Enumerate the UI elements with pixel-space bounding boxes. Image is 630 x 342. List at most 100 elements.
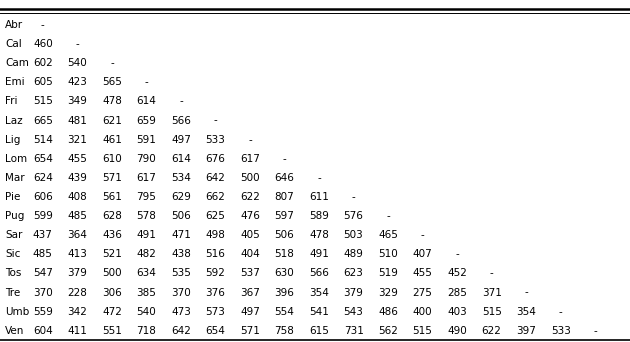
Text: Ven: Ven: [5, 326, 25, 336]
Text: -: -: [248, 135, 252, 145]
Text: 515: 515: [33, 96, 53, 106]
Text: 625: 625: [205, 211, 226, 221]
Text: -: -: [214, 116, 217, 126]
Text: Lig: Lig: [5, 135, 20, 145]
Text: 628: 628: [102, 211, 122, 221]
Text: 591: 591: [137, 135, 156, 145]
Text: 342: 342: [67, 307, 88, 317]
Text: -: -: [455, 249, 459, 259]
Text: Lom: Lom: [5, 154, 27, 164]
Text: 437: 437: [33, 230, 53, 240]
Text: 379: 379: [67, 268, 88, 278]
Text: 610: 610: [102, 154, 122, 164]
Text: 676: 676: [205, 154, 226, 164]
Text: 642: 642: [171, 326, 191, 336]
Text: Laz: Laz: [5, 116, 23, 126]
Text: 617: 617: [137, 173, 156, 183]
Text: 228: 228: [67, 288, 88, 298]
Text: 547: 547: [33, 268, 53, 278]
Text: 617: 617: [240, 154, 260, 164]
Text: 354: 354: [516, 307, 536, 317]
Text: 559: 559: [33, 307, 53, 317]
Text: 540: 540: [137, 307, 156, 317]
Text: 614: 614: [171, 154, 191, 164]
Text: 473: 473: [171, 307, 191, 317]
Text: 491: 491: [137, 230, 156, 240]
Text: 646: 646: [275, 173, 294, 183]
Text: 573: 573: [205, 307, 226, 317]
Text: -: -: [76, 39, 79, 49]
Text: Sar: Sar: [5, 230, 23, 240]
Text: 718: 718: [137, 326, 156, 336]
Text: 306: 306: [102, 288, 122, 298]
Text: 349: 349: [67, 96, 88, 106]
Text: 413: 413: [67, 249, 88, 259]
Text: 411: 411: [67, 326, 88, 336]
Text: 481: 481: [67, 116, 88, 126]
Text: 497: 497: [240, 307, 260, 317]
Text: 642: 642: [205, 173, 226, 183]
Text: 285: 285: [447, 288, 467, 298]
Text: -: -: [593, 326, 597, 336]
Text: 731: 731: [343, 326, 364, 336]
Text: 589: 589: [309, 211, 329, 221]
Text: 543: 543: [343, 307, 364, 317]
Text: 592: 592: [205, 268, 226, 278]
Text: 478: 478: [309, 230, 329, 240]
Text: 665: 665: [33, 116, 53, 126]
Text: Tos: Tos: [5, 268, 21, 278]
Text: 578: 578: [137, 211, 156, 221]
Text: 565: 565: [102, 77, 122, 87]
Text: 407: 407: [413, 249, 432, 259]
Text: 630: 630: [275, 268, 294, 278]
Text: 622: 622: [482, 326, 501, 336]
Text: -: -: [559, 307, 563, 317]
Text: 489: 489: [343, 249, 364, 259]
Text: 478: 478: [102, 96, 122, 106]
Text: 439: 439: [67, 173, 88, 183]
Text: 519: 519: [378, 268, 398, 278]
Text: 404: 404: [240, 249, 260, 259]
Text: 321: 321: [67, 135, 88, 145]
Text: 654: 654: [205, 326, 226, 336]
Text: 436: 436: [102, 230, 122, 240]
Text: 571: 571: [240, 326, 260, 336]
Text: 497: 497: [171, 135, 191, 145]
Text: 498: 498: [205, 230, 226, 240]
Text: 329: 329: [378, 288, 398, 298]
Text: 403: 403: [447, 307, 467, 317]
Text: 541: 541: [309, 307, 329, 317]
Text: 500: 500: [102, 268, 122, 278]
Text: 485: 485: [33, 249, 53, 259]
Text: 533: 533: [551, 326, 571, 336]
Text: 758: 758: [275, 326, 294, 336]
Text: 659: 659: [137, 116, 156, 126]
Text: 400: 400: [413, 307, 432, 317]
Text: 397: 397: [516, 326, 536, 336]
Text: -: -: [283, 154, 287, 164]
Text: 396: 396: [275, 288, 294, 298]
Text: 551: 551: [102, 326, 122, 336]
Text: -: -: [421, 230, 425, 240]
Text: -: -: [41, 20, 45, 30]
Text: 576: 576: [343, 211, 364, 221]
Text: 370: 370: [171, 288, 191, 298]
Text: Mar: Mar: [5, 173, 25, 183]
Text: 465: 465: [378, 230, 398, 240]
Text: 500: 500: [240, 173, 260, 183]
Text: Cal: Cal: [5, 39, 22, 49]
Text: 533: 533: [205, 135, 226, 145]
Text: 482: 482: [137, 249, 156, 259]
Text: 472: 472: [102, 307, 122, 317]
Text: 535: 535: [171, 268, 191, 278]
Text: -: -: [352, 192, 355, 202]
Text: 602: 602: [33, 58, 53, 68]
Text: 623: 623: [343, 268, 364, 278]
Text: 534: 534: [171, 173, 191, 183]
Text: 490: 490: [447, 326, 467, 336]
Text: 807: 807: [275, 192, 294, 202]
Text: 460: 460: [33, 39, 53, 49]
Text: 561: 561: [102, 192, 122, 202]
Text: 503: 503: [344, 230, 364, 240]
Text: 606: 606: [33, 192, 53, 202]
